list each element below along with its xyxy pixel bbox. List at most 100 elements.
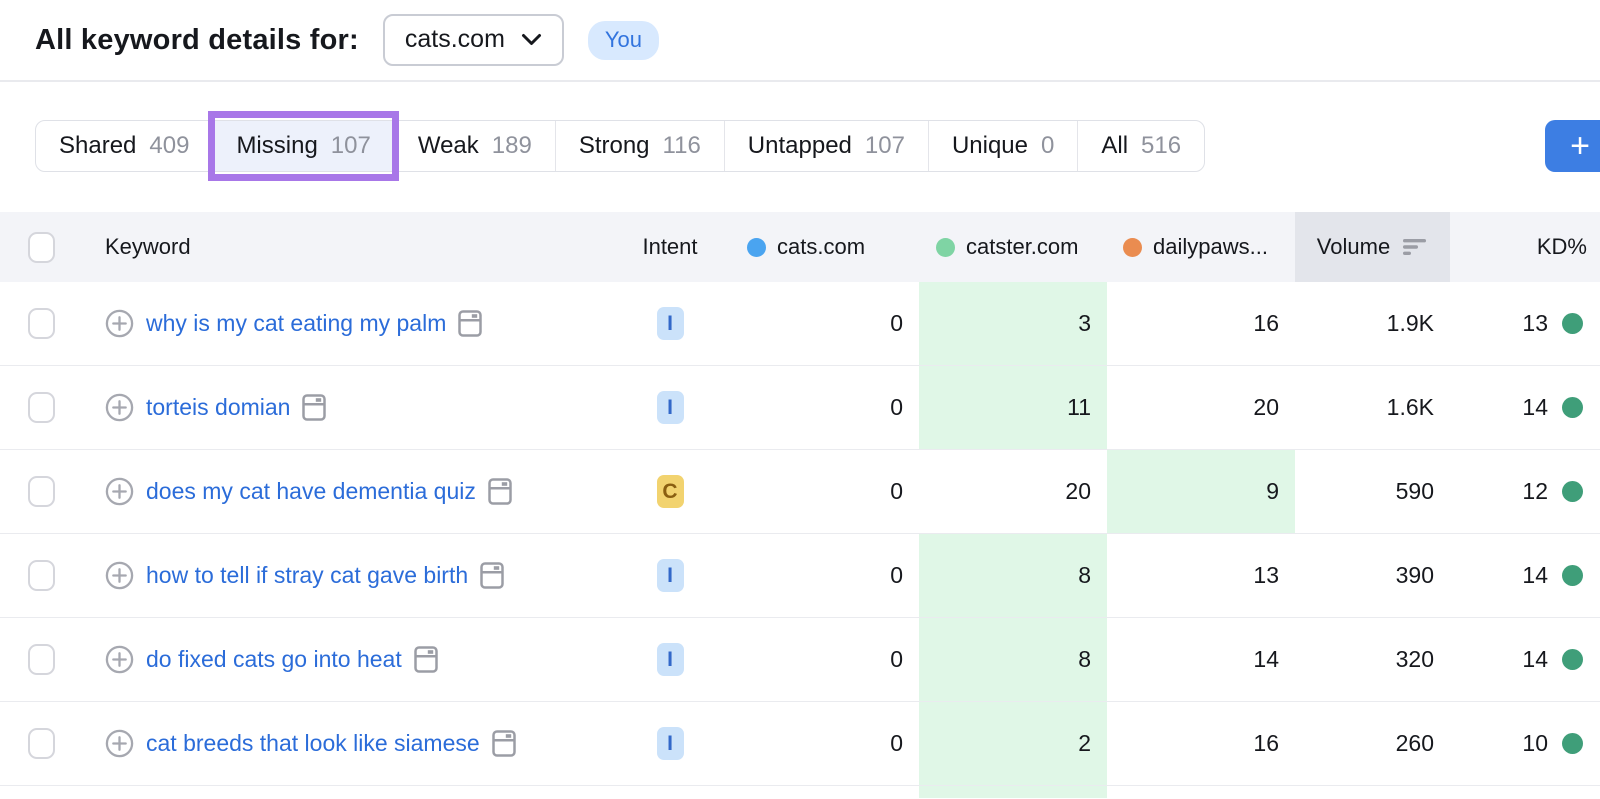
kd-difficulty-dot-icon (1562, 397, 1583, 418)
volume-value: 1.9K (1386, 310, 1434, 336)
serp-features-icon[interactable] (480, 562, 504, 589)
tab-count: 516 (1141, 132, 1182, 159)
title-bar: All keyword details for: cats.com You (0, 0, 1600, 82)
tab-count: 0 (1041, 132, 1055, 159)
column-label: Keyword (105, 234, 191, 259)
tab-weak[interactable]: Weak 189 (395, 121, 556, 171)
serp-features-icon[interactable] (302, 394, 327, 421)
cats-com-position: 0 (890, 646, 903, 672)
tab-label: All (1101, 132, 1129, 159)
intent-badge[interactable]: I (656, 391, 684, 424)
add-button[interactable]: + (1545, 120, 1600, 172)
partial-next-row (0, 786, 1600, 798)
catster-com-position: 2 (919, 702, 1107, 785)
column-label: Intent (642, 234, 698, 259)
column-header-volume[interactable]: Volume (1295, 212, 1450, 282)
tab-label: Untapped (747, 132, 852, 159)
intent-badge[interactable]: I (656, 307, 684, 340)
volume-value: 1.6K (1386, 394, 1434, 420)
column-label: dailypaws... (1153, 234, 1268, 259)
column-header-keyword: Keyword (100, 212, 620, 282)
keyword-link[interactable]: why is my cat eating my palm (146, 310, 447, 336)
add-keyword-plus-icon[interactable] (105, 309, 134, 338)
volume-value: 260 (1395, 730, 1434, 756)
keyword-table: Keyword Intent cats.com catster.com dail… (0, 212, 1600, 798)
kd-value: 14 (1522, 394, 1548, 420)
table-row: do fixed cats go into heat I 0 8 14 320 … (0, 618, 1600, 702)
dailypaws-position: 16 (1253, 310, 1279, 336)
catster-com-position: 3 (919, 282, 1107, 365)
kd-difficulty-dot-icon (1562, 733, 1583, 754)
intent-badge[interactable]: I (656, 643, 684, 676)
column-header-cats-com[interactable]: cats.com (720, 212, 919, 282)
add-keyword-plus-icon[interactable] (105, 477, 134, 506)
cats-com-position: 0 (890, 394, 903, 420)
you-badge: You (587, 20, 660, 60)
select-all-checkbox[interactable] (28, 231, 55, 263)
keyword-link[interactable]: does my cat have dementia quiz (146, 478, 476, 504)
table-row: cat breeds that look like siamese I 0 2 … (0, 702, 1600, 786)
table-header-row: Keyword Intent cats.com catster.com dail… (0, 212, 1600, 282)
kd-value: 12 (1522, 478, 1548, 504)
table-row: why is my cat eating my palm I 0 3 16 1.… (0, 282, 1600, 366)
domain-dropdown[interactable]: cats.com (382, 14, 564, 66)
cats-com-position: 0 (890, 730, 903, 756)
kd-value: 14 (1522, 562, 1548, 588)
catster-com-dot-icon (936, 237, 955, 257)
row-checkbox[interactable] (28, 728, 55, 759)
tab-label: Unique (951, 132, 1028, 159)
tab-count: 409 (149, 132, 190, 159)
catster-com-position: 8 (919, 618, 1107, 701)
filter-tab-group: Shared 409 Missing 107 Weak 189 Strong 1… (35, 111, 1206, 181)
tab-label: Strong (578, 132, 650, 159)
serp-features-icon[interactable] (458, 310, 483, 337)
intent-badge[interactable]: I (656, 559, 684, 592)
tab-count: 116 (662, 132, 701, 159)
row-checkbox[interactable] (28, 476, 55, 507)
dailypaws-position: 9 (1107, 450, 1295, 533)
keyword-link[interactable]: how to tell if stray cat gave birth (146, 562, 469, 588)
domain-dropdown-value: cats.com (404, 25, 505, 53)
tab-untapped[interactable]: Untapped 107 (725, 121, 929, 171)
keyword-link[interactable]: torteis domian (146, 394, 291, 420)
dailypaws-position: 13 (1253, 562, 1279, 588)
tab-count: 107 (864, 132, 905, 159)
tab-strong[interactable]: Strong 116 (556, 121, 725, 171)
row-checkbox[interactable] (28, 308, 55, 339)
keyword-link[interactable]: do fixed cats go into heat (146, 646, 402, 672)
column-header-intent: Intent (620, 212, 720, 282)
filter-tabs-row: Shared 409 Missing 107 Weak 189 Strong 1… (0, 111, 1600, 181)
row-checkbox[interactable] (28, 392, 55, 423)
column-header-catster-com[interactable]: catster.com (919, 212, 1107, 282)
tab-unique[interactable]: Unique 0 (929, 121, 1079, 171)
catster-com-position: 20 (1065, 478, 1091, 504)
table-row: how to tell if stray cat gave birth I 0 … (0, 534, 1600, 618)
intent-badge[interactable]: C (656, 475, 684, 508)
serp-features-icon[interactable] (488, 478, 512, 505)
column-header-kd[interactable]: KD% (1450, 212, 1600, 282)
serp-features-icon[interactable] (413, 646, 438, 673)
intent-badge[interactable]: I (656, 727, 684, 760)
cats-com-position: 0 (890, 478, 903, 504)
keyword-link[interactable]: cat breeds that look like siamese (146, 730, 480, 756)
column-label: Volume (1316, 234, 1391, 259)
row-checkbox[interactable] (28, 644, 55, 675)
tab-missing[interactable]: Missing 107 (208, 111, 399, 181)
dailypaws-position: 16 (1253, 730, 1279, 756)
tab-shared[interactable]: Shared 409 (36, 121, 214, 171)
add-keyword-plus-icon[interactable] (105, 729, 134, 758)
column-label: cats.com (777, 234, 866, 259)
volume-value: 390 (1395, 562, 1434, 588)
serp-features-icon[interactable] (491, 730, 516, 757)
tab-all[interactable]: All 516 (1078, 121, 1204, 171)
row-checkbox[interactable] (28, 560, 55, 591)
column-header-dailypaws[interactable]: dailypaws... (1107, 212, 1295, 282)
catster-com-position: 11 (919, 366, 1107, 449)
add-keyword-plus-icon[interactable] (105, 645, 134, 674)
kd-difficulty-dot-icon (1562, 313, 1583, 334)
column-label: KD% (1536, 234, 1587, 259)
table-row: torteis domian I 0 11 20 1.6K 14 (0, 366, 1600, 450)
add-keyword-plus-icon[interactable] (105, 393, 134, 422)
add-keyword-plus-icon[interactable] (105, 561, 134, 590)
volume-value: 590 (1395, 478, 1434, 504)
